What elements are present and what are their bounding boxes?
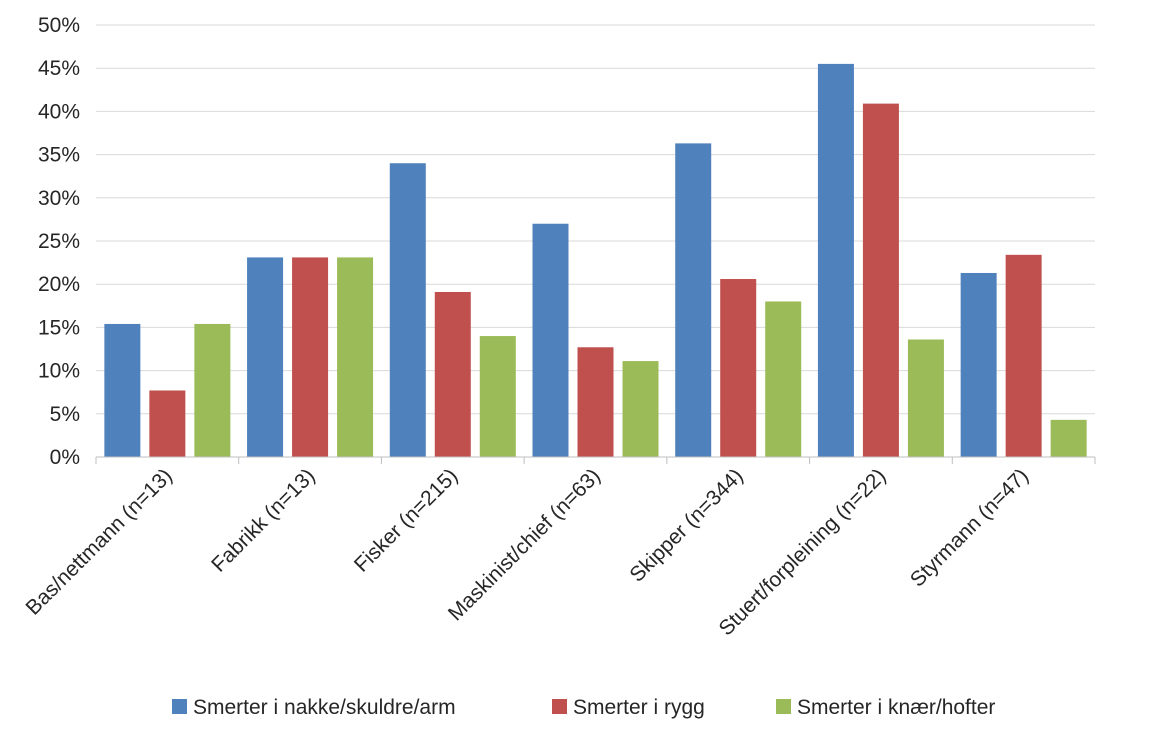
category-label: Stuert/forpleining (n=22)	[714, 464, 890, 640]
bar-3-2	[622, 361, 659, 457]
x-axis-ticks	[95, 457, 1096, 464]
legend-item: Smerter i nakke/skuldre/arm	[172, 696, 456, 719]
bar-4-1	[720, 279, 757, 457]
y-tick-label: 0%	[50, 446, 80, 469]
y-tick-label: 5%	[50, 403, 80, 426]
legend-label: Smerter i rygg	[573, 696, 705, 719]
bar-4-2	[765, 301, 802, 457]
bar-6-2	[1050, 419, 1087, 457]
category-label: Bas/nettmann (n=13)	[22, 464, 177, 619]
y-tick-label: 15%	[38, 316, 80, 339]
y-tick-label: 50%	[38, 14, 80, 37]
legend-label: Smerter i knær/hofter	[797, 696, 995, 719]
bar-3-0	[532, 223, 569, 457]
bar-2-2	[479, 336, 516, 457]
y-tick-label: 40%	[38, 100, 80, 123]
category-label: Fabrikk (n=13)	[207, 464, 319, 576]
y-tick-label: 10%	[38, 360, 80, 383]
y-tick-label: 30%	[38, 187, 80, 210]
y-tick-label: 45%	[38, 57, 80, 80]
legend-item: Smerter i knær/hofter	[776, 696, 995, 719]
category-labels: Bas/nettmann (n=13) Fabrikk (n=13) Fisker …	[22, 464, 1034, 640]
y-tick-label: 20%	[38, 273, 80, 296]
bar-6-1	[1005, 254, 1042, 457]
bar-5-0	[817, 63, 854, 457]
category-label: Skipper (n=344)	[625, 464, 747, 586]
category-label: Maskinist/chief (n=63)	[444, 464, 605, 625]
category-label: Styrmann (n=47)	[906, 464, 1033, 591]
bar-0-0	[104, 323, 141, 457]
bar-6-0	[960, 272, 997, 457]
bar-1-0	[247, 257, 284, 457]
bar-0-1	[149, 390, 186, 457]
bar-0-2	[194, 323, 231, 457]
y-tick-label: 35%	[38, 144, 80, 167]
bar-3-1	[577, 347, 614, 457]
bar-5-2	[907, 339, 944, 457]
legend-swatch	[776, 699, 791, 714]
legend-swatch	[552, 699, 567, 714]
legend-label: Smerter i nakke/skuldre/arm	[193, 696, 456, 719]
bar-1-2	[337, 257, 374, 457]
legend-swatch	[172, 699, 187, 714]
y-tick-label: 25%	[38, 230, 80, 253]
bar-2-1	[434, 291, 471, 457]
legend: Smerter i nakke/skuldre/arm Smerter i ryg…	[172, 696, 995, 719]
category-label: Fisker (n=215)	[350, 464, 462, 576]
bars	[104, 63, 1087, 458]
legend-item: Smerter i rygg	[552, 696, 705, 719]
bar-5-1	[862, 103, 899, 458]
y-axis-ticks: 0% 5% 10% 15% 20% 25% 30% 35% 40% 45% 50%	[38, 14, 80, 469]
bar-2-0	[389, 163, 426, 458]
bar-1-1	[292, 257, 329, 457]
bar-4-0	[675, 143, 712, 458]
